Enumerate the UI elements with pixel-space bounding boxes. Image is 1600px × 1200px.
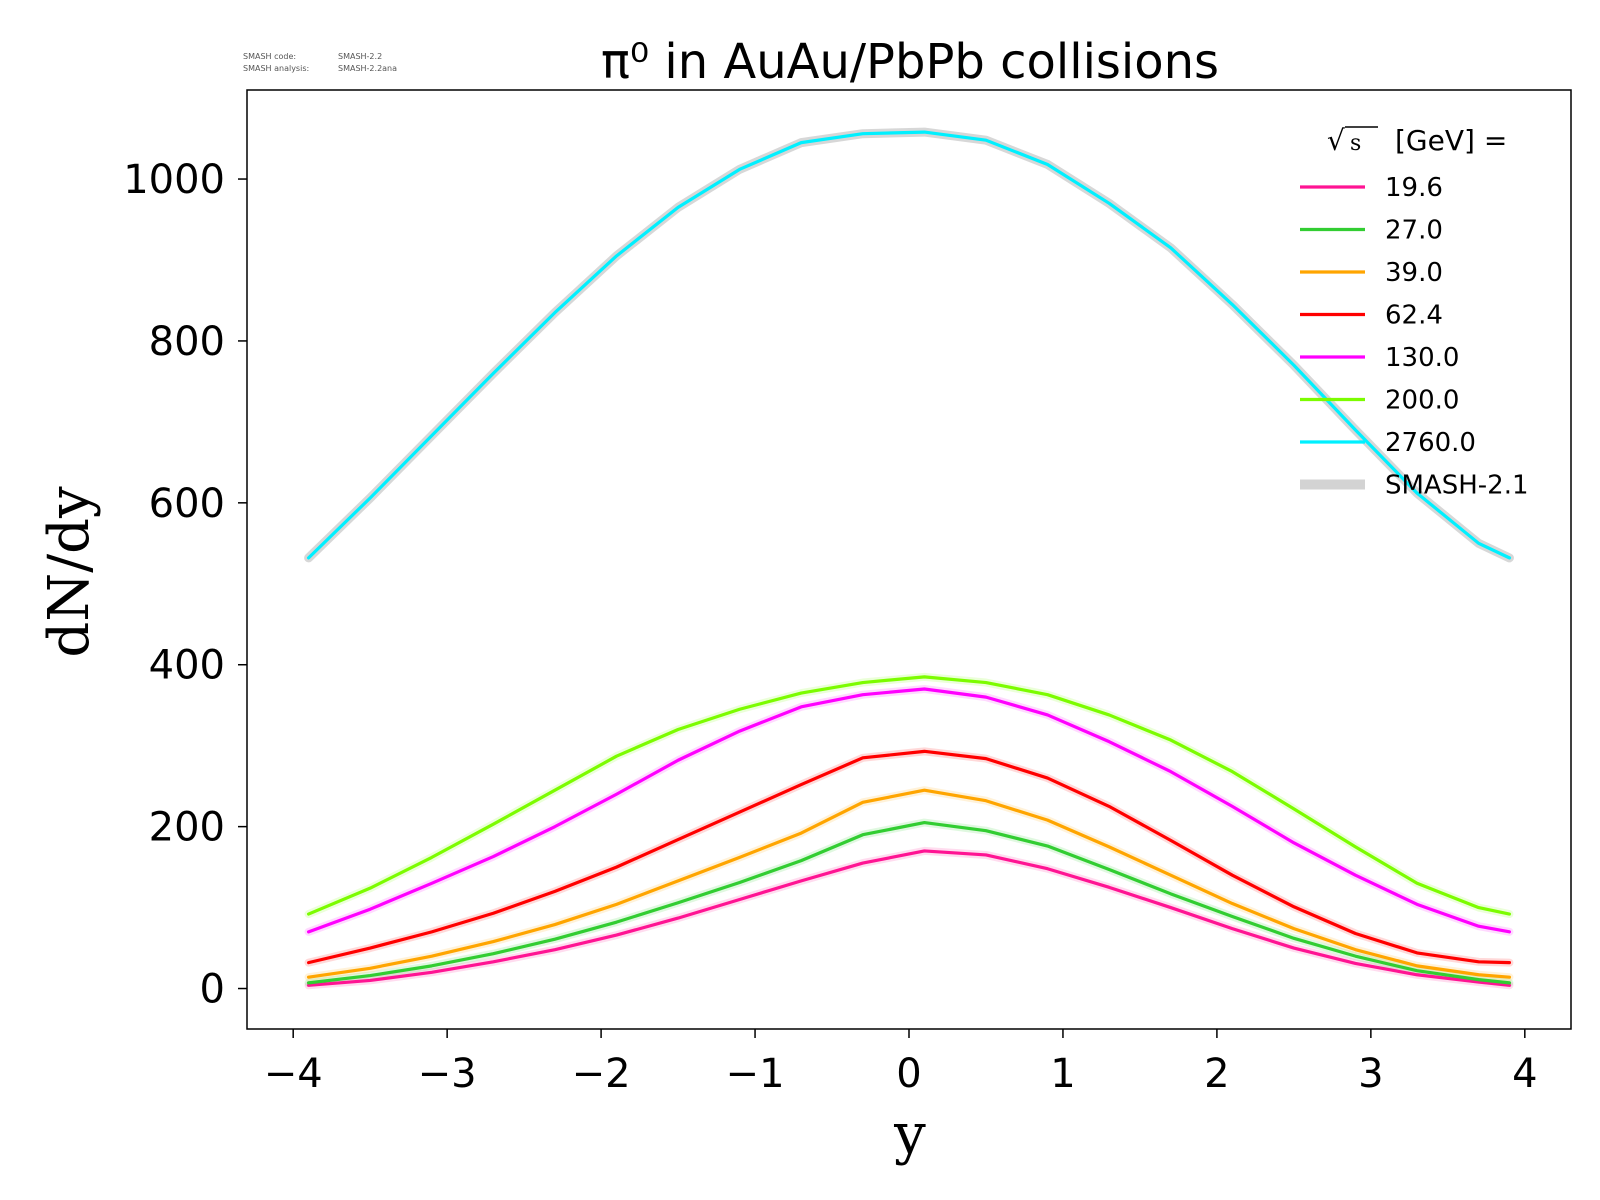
reference-band-2760-0 [304,127,1514,563]
legend-label: 200.0 [1385,386,1459,416]
y-tick-label: 600 [149,481,225,527]
x-tick-label: −2 [572,1051,631,1097]
y-tick-label: 200 [149,805,225,851]
x-tick-label: −1 [726,1051,785,1097]
legend-label: 39.0 [1385,258,1443,288]
meta-info: SMASH code: SMASH-2.2 SMASH analysis: SM… [243,52,397,73]
meta-analysis-value: SMASH-2.2ana [338,64,397,73]
y-tick-label: 1000 [123,157,225,203]
x-tick-label: −4 [264,1051,323,1097]
series-line-62-4 [306,749,1512,965]
x-tick-label: 2 [1204,1051,1229,1097]
y-tick-label: 400 [149,643,225,689]
series-line-39-0 [306,788,1512,979]
series-line-19-6 [306,849,1512,987]
series-line-200-0 [306,675,1512,916]
meta-code-value: SMASH-2.2 [338,52,382,61]
chart-title: π⁰ in AuAu/PbPb collisions [601,34,1219,90]
y-axis-label: dN/dy [37,486,102,658]
plot-frame [246,89,1572,1030]
legend-items: 19.6 27.0 39.0 62.4 130.0 200.0 2760.0 SMASH-2.… [1300,173,1529,501]
legend-label: 19.6 [1385,173,1443,203]
y-tick-label: 0 [200,967,225,1013]
series-line-2760-0 [306,130,1512,560]
legend-sqrt-symbol: √ [1327,124,1345,157]
meta-analysis-key: SMASH analysis: [243,64,309,73]
legend-sqrt-s: s [1350,131,1361,156]
x-tick-label: 4 [1512,1051,1537,1097]
x-tick-label: 3 [1358,1051,1383,1097]
reference-band-130-0 [304,685,1514,936]
y-axis-ticks: 0 200 400 600 800 1000 [123,157,247,1013]
legend-label-reference: SMASH-2.1 [1385,471,1529,501]
x-axis-label: y [893,1102,926,1167]
x-tick-label: 0 [896,1051,921,1097]
legend-label: 62.4 [1385,301,1443,331]
legend-title-unit: [GeV] = [1395,124,1507,157]
x-tick-label: −3 [418,1051,477,1097]
x-tick-label: 1 [1050,1051,1075,1097]
legend-label: 130.0 [1385,343,1459,373]
meta-code-key: SMASH code: [243,52,296,61]
series-lines [306,130,1512,987]
series-line-27-0 [306,820,1512,985]
series-line-130-0 [306,687,1512,934]
x-axis-ticks: −4 −3 −2 −1 0 1 2 3 4 [264,1029,1538,1097]
legend-label: 2760.0 [1385,428,1476,458]
y-tick-label: 800 [149,319,225,365]
legend: √ s [GeV] = 19.6 27.0 39.0 62.4 130.0 200.0 27… [1300,124,1529,501]
legend-label: 27.0 [1385,216,1443,246]
